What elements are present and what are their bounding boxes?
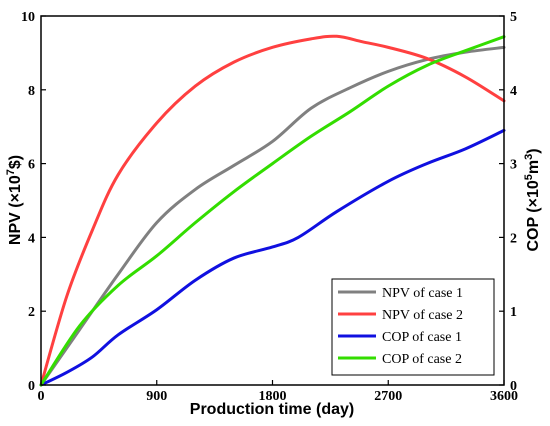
series-line-cop-of-case-2 xyxy=(39,35,506,387)
y-right-tick-label: 1 xyxy=(510,305,517,320)
y-right-tick-label: 5 xyxy=(510,10,517,25)
legend-label-npv-of-case-1: NPV of case 1 xyxy=(382,286,463,301)
y-left-tick-label: 10 xyxy=(21,10,35,25)
y-left-tick-label: 2 xyxy=(28,305,35,320)
x-tick-label: 3600 xyxy=(490,389,518,404)
legend-label-cop-of-case-1: COP of case 1 xyxy=(382,330,462,345)
series-line-cop-of-case-1 xyxy=(39,128,506,387)
y-right-axis-title: COP (×105m3) xyxy=(523,148,542,251)
y-right-tick-label: 4 xyxy=(510,84,517,99)
legend-label-cop-of-case-2: COP of case 2 xyxy=(382,352,462,367)
x-tick-label: 900 xyxy=(146,389,167,404)
series-group xyxy=(39,34,506,387)
y-left-tick-label: 8 xyxy=(28,84,35,99)
y-right-tick-label: 2 xyxy=(510,231,517,246)
x-tick-label: 0 xyxy=(38,389,45,404)
legend: NPV of case 1 NPV of case 2 COP of case 1 C… xyxy=(331,278,495,376)
y-left-axis-title: NPV (×107$) xyxy=(5,155,24,245)
y-left-tick-label: 0 xyxy=(28,379,35,394)
y-left-tick-label: 4 xyxy=(28,231,35,246)
legend-label-npv-of-case-2: NPV of case 2 xyxy=(382,308,463,323)
y-right-tick-label: 3 xyxy=(510,158,517,173)
x-tick-label: 1800 xyxy=(259,389,287,404)
y-right-tick-label: 0 xyxy=(510,379,517,394)
series-line-npv-of-case-2 xyxy=(39,34,506,387)
x-axis-title: Production time (day) xyxy=(190,401,354,418)
x-tick-label: 2700 xyxy=(374,389,402,404)
y-left-tick-label: 6 xyxy=(28,158,35,173)
